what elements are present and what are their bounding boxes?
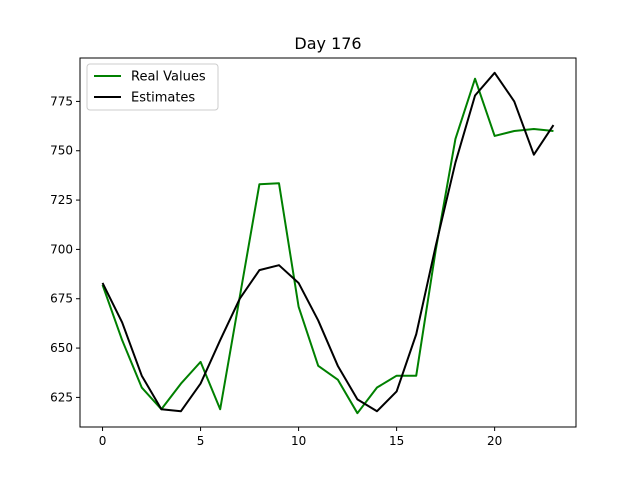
y-tick-label: 650 <box>50 341 73 355</box>
chart-title: Day 176 <box>294 34 361 53</box>
y-tick-label: 725 <box>50 193 73 207</box>
y-tick-label: 625 <box>50 390 73 404</box>
x-tick-label: 0 <box>99 434 107 448</box>
x-tick-label: 15 <box>389 434 404 448</box>
x-tick-label: 5 <box>197 434 205 448</box>
x-tick-label: 20 <box>487 434 502 448</box>
legend-label-real-values: Real Values <box>131 70 206 85</box>
x-axis: 0 5 10 15 20 <box>99 427 502 448</box>
legend: Real Values Estimates <box>86 63 219 111</box>
y-axis: 625 650 675 700 725 750 775 <box>50 94 80 404</box>
x-tick-label: 10 <box>291 434 306 448</box>
y-tick-label: 775 <box>50 94 73 108</box>
plot-area <box>79 57 577 428</box>
series-line-real-values <box>101 77 554 415</box>
legend-label-estimates: Estimates <box>131 91 195 106</box>
series-lines <box>101 71 555 415</box>
series-line-estimates <box>101 71 555 413</box>
y-tick-label: 675 <box>50 292 73 306</box>
y-tick-label: 700 <box>50 242 73 256</box>
y-tick-label: 750 <box>50 144 73 158</box>
